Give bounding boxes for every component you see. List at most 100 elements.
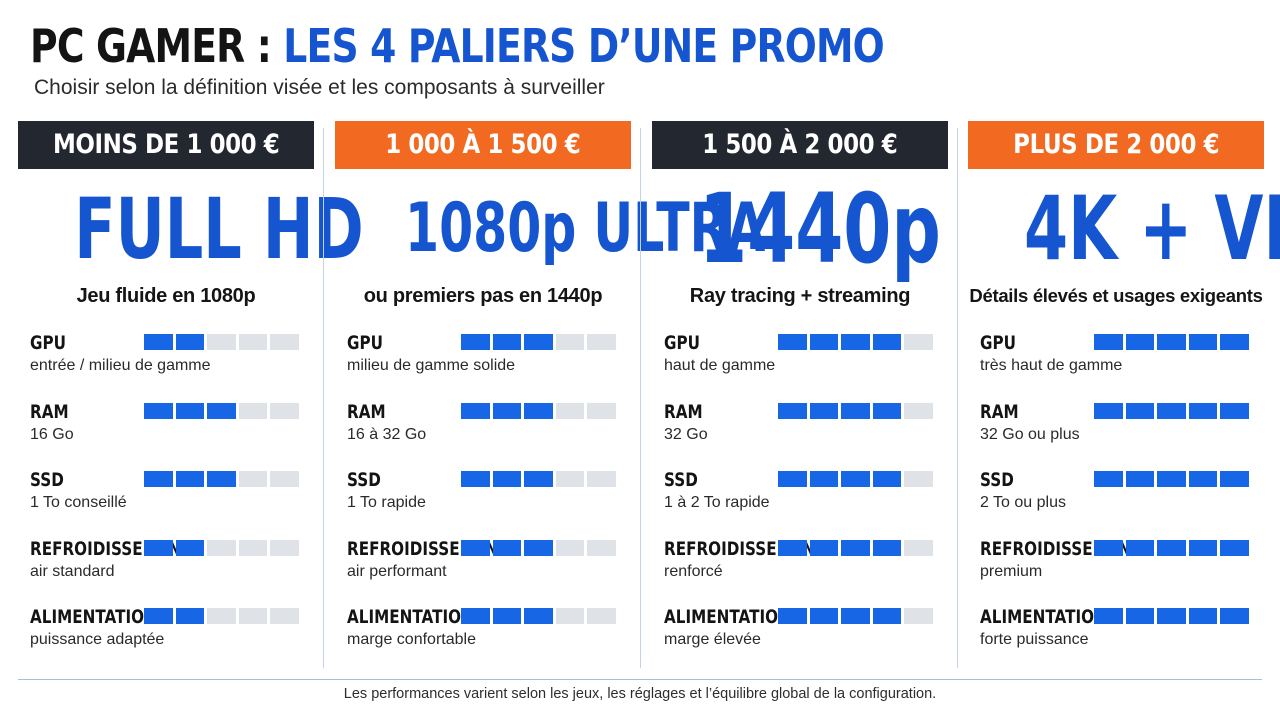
component-description: 1 à 2 To rapide [664,494,770,511]
component-row: SSD 1 To conseillé [30,468,314,537]
level-segment-filled [1157,334,1186,350]
component-name: RAM [30,400,69,423]
level-segment-filled [175,471,204,487]
level-segment-empty [238,334,267,350]
component-name: GPU [664,332,700,354]
tier-tagline: Ray tracing + streaming [689,285,911,307]
level-segment-empty [555,471,584,487]
level-segment-filled [841,471,870,487]
level-segment-filled [492,334,521,350]
component-description: 1 To rapide [347,494,426,511]
tier-definition-label: 4K + VR [1024,177,1280,280]
component-description: 32 Go ou plus [980,425,1080,443]
level-segment-filled [1188,402,1217,419]
level-segment-filled [1157,608,1186,624]
component-row: GPU entrée / milieu de gamme [30,331,314,400]
level-segment-empty [587,402,616,419]
level-segment-filled [1094,539,1123,556]
tier-price-header: MOINS DE 1 000 € [18,121,314,169]
component-description: 16 à 32 Go [347,425,427,443]
component-description: 1 To conseillé [30,494,127,511]
level-bar [461,539,616,556]
level-segment-filled [1157,539,1186,556]
level-segment-filled [778,539,807,556]
level-segment-empty [270,608,299,624]
tier-definition-label: FULL HD [74,180,364,278]
component-row: REFROIDISSEMENT air standard [30,537,314,606]
component-row: ALIMENTATION forte puissance [980,605,1264,674]
level-segment-filled [1188,608,1217,624]
title-prefix: PC GAMER : [30,19,284,73]
level-segment-filled [1125,539,1154,556]
level-segment-filled [1188,334,1217,350]
level-segment-filled [175,402,204,419]
level-segment-filled [461,539,490,556]
tier-price-header: 1 500 À 2 000 € [652,121,948,169]
level-segment-empty [238,608,267,624]
component-row: GPU très haut de gamme [980,331,1264,400]
level-segment-filled [841,539,870,556]
level-segment-empty [587,608,616,624]
tier-column: MOINS DE 1 000 € FULL HD Jeu fluide en 1… [18,121,364,666]
tier-tagline: Détails élevés et usages exigeants [969,285,1263,306]
level-segment-filled [809,471,838,487]
level-bar [778,471,933,487]
level-segment-filled [492,608,521,624]
level-segment-filled [1094,402,1123,419]
component-row: RAM 32 Go [664,400,948,469]
level-segment-empty [238,402,267,419]
component-description: 2 To ou plus [980,494,1066,511]
tier-price-label: PLUS DE 2 000 € [1013,129,1219,160]
component-description: 16 Go [30,425,74,443]
level-bar [778,402,933,419]
level-segment-filled [461,608,490,624]
level-segment-filled [461,402,490,419]
tier-price-header: 1 000 À 1 500 € [335,121,631,169]
component-description: air standard [30,562,115,580]
level-segment-filled [144,539,173,556]
level-segment-filled [841,608,870,624]
component-description: puissance adaptée [30,631,165,648]
level-segment-filled [1094,334,1123,350]
component-row: ALIMENTATION puissance adaptée [30,605,314,674]
level-segment-filled [1220,608,1249,624]
column-divider [957,128,958,668]
level-bar [144,539,299,556]
component-description: très haut de gamme [980,357,1123,374]
level-segment-filled [872,334,901,350]
level-segment-empty [207,608,236,624]
level-bar [1094,539,1249,556]
footer-note: Les performances varient selon les jeux,… [343,686,937,702]
component-name: RAM [664,400,703,423]
component-name: RAM [347,400,386,423]
component-description: 32 Go [664,425,708,443]
component-row: SSD 1 To rapide [347,468,631,537]
level-segment-empty [904,334,933,350]
column-divider [323,128,324,668]
component-row: GPU haut de gamme [664,331,948,400]
level-segment-filled [524,608,553,624]
level-segment-filled [778,402,807,419]
level-segment-empty [587,471,616,487]
tier-tagline: Jeu fluide en 1080p [76,285,256,307]
level-segment-filled [841,402,870,419]
level-segment-empty [207,539,236,556]
tier-column: 1 000 À 1 500 € 1080p ULTRA ou premiers … [335,121,765,666]
level-segment-empty [904,608,933,624]
level-segment-filled [872,471,901,487]
component-description: milieu de gamme solide [347,357,516,374]
level-segment-filled [207,471,236,487]
level-bar [778,539,933,556]
level-bar [1094,402,1249,419]
level-bar [461,608,616,624]
tier-definition: 4K + VR [968,177,1280,281]
component-description: renforcé [664,562,723,580]
component-description: marge élevée [664,631,761,648]
tier-price-label: 1 000 À 1 500 € [385,129,581,160]
component-description: entrée / milieu de gamme [30,357,211,374]
level-bar [461,402,616,419]
level-segment-filled [492,402,521,419]
level-segment-filled [144,608,173,624]
component-name: RAM [980,400,1019,423]
